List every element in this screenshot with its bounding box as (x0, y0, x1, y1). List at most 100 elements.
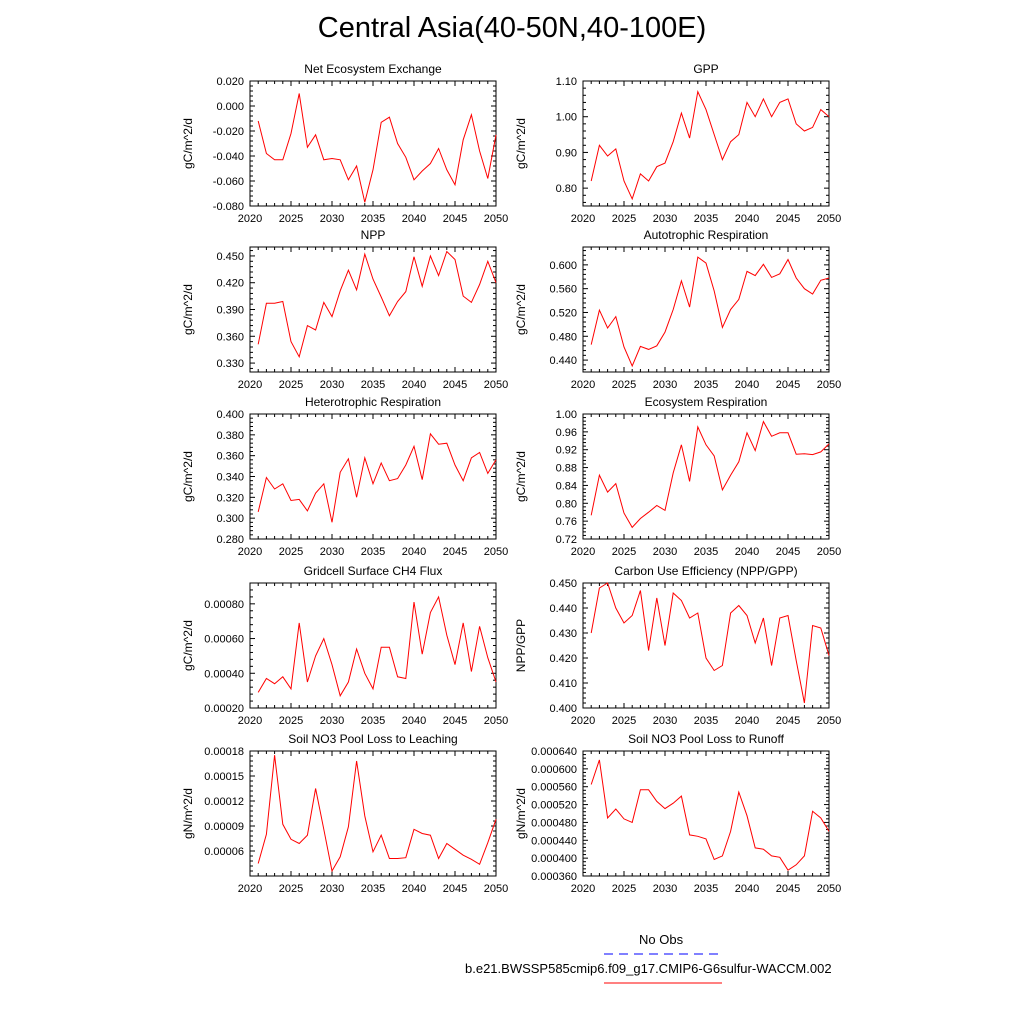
y-tick-label: 0.450 (549, 578, 577, 590)
y-tick-label: 0.76 (556, 516, 577, 528)
x-tick-label: 2050 (817, 213, 841, 225)
panel-8: Soil NO3 Pool Loss to Leaching gN/m^2/d 20… (181, 732, 508, 895)
x-tick-label: 2030 (653, 883, 677, 895)
y-axis-label: NPP/GPP (514, 619, 528, 672)
y-tick-label: 0.00018 (204, 746, 244, 758)
series-line (257, 755, 497, 873)
legend-obs-label: No Obs (639, 932, 684, 947)
y-axis-label: gC/m^2/d (181, 451, 195, 502)
y-tick-label: 0.450 (216, 251, 244, 263)
y-tick-label: 0.00040 (204, 668, 244, 680)
x-tick-label: 2025 (279, 546, 303, 558)
panel-2: NPP gC/m^2/d 2020 2025 2030 2035 2040 2045 2050 0… (181, 228, 508, 391)
y-tick-label: 0.000 (216, 101, 244, 113)
y-axis-label: gN/m^2/d (514, 788, 528, 839)
y-axis-label: gC/m^2/d (181, 118, 195, 169)
x-tick-label: 2020 (238, 213, 262, 225)
x-tick-label: 2035 (694, 379, 718, 391)
y-tick-label: 0.560 (549, 284, 577, 296)
y-tick-label: 0.020 (216, 76, 244, 88)
y-tick-label: 0.440 (549, 355, 577, 367)
panel-title: Net Ecosystem Exchange (304, 62, 442, 76)
y-tick-label: 0.000400 (531, 853, 577, 865)
x-tick-label: 2035 (694, 883, 718, 895)
x-tick-label: 2030 (320, 715, 344, 727)
x-tick-label: 2020 (238, 883, 262, 895)
x-tick-label: 2020 (571, 546, 595, 558)
y-tick-label: 0.00080 (204, 599, 244, 611)
series-line (590, 420, 830, 529)
series-line (257, 595, 497, 698)
y-tick-label: 0.000600 (531, 764, 577, 776)
y-tick-label: 0.00009 (204, 821, 244, 833)
x-tick-label: 2050 (817, 715, 841, 727)
panel-9: Soil NO3 Pool Loss to Runoff gN/m^2/d 2020… (514, 732, 841, 895)
x-tick-label: 2035 (361, 379, 385, 391)
y-axis-label: gC/m^2/d (514, 284, 528, 335)
x-tick-label: 2045 (776, 715, 800, 727)
panel-1: GPP gC/m^2/d 2020 2025 2030 2035 2040 2045 2050 0… (514, 62, 841, 225)
legend-model-label: b.e21.BWSSP585cmip6.f09_g17.CMIP6-G6sulf… (465, 961, 832, 976)
x-tick-label: 2050 (484, 546, 508, 558)
plot-frame (249, 413, 497, 540)
y-tick-label: 0.000520 (531, 800, 577, 812)
x-tick-label: 2045 (443, 883, 467, 895)
x-tick-label: 2050 (817, 883, 841, 895)
x-tick-label: 2025 (279, 379, 303, 391)
panel-title: Soil NO3 Pool Loss to Leaching (288, 732, 457, 746)
y-tick-label: 0.280 (216, 534, 244, 546)
x-tick-label: 2040 (735, 715, 759, 727)
x-tick-label: 2035 (694, 546, 718, 558)
x-tick-label: 2045 (443, 213, 467, 225)
y-axis-label: gC/m^2/d (181, 620, 195, 671)
y-tick-label: -0.060 (213, 176, 244, 188)
x-tick-label: 2045 (443, 715, 467, 727)
y-tick-label: 0.84 (556, 480, 577, 492)
panel-title: Autotrophic Respiration (644, 228, 769, 242)
y-tick-label: 0.000640 (531, 746, 577, 758)
x-tick-label: 2040 (402, 546, 426, 558)
series-line (590, 759, 830, 871)
x-tick-label: 2045 (776, 379, 800, 391)
series-line (590, 256, 830, 368)
y-tick-label: 0.000360 (531, 871, 577, 883)
panel-title: Carbon Use Efficiency (NPP/GPP) (614, 564, 797, 578)
y-tick-label: 0.00020 (204, 703, 244, 715)
panel-title: Gridcell Surface CH4 Flux (304, 564, 443, 578)
y-tick-label: 0.600 (549, 260, 577, 272)
panel-5: Ecosystem Respiration gC/m^2/d 2020 2025 203… (514, 395, 841, 558)
panel-4: Heterotrophic Respiration gC/m^2/d 2020 202… (181, 395, 508, 558)
x-tick-label: 2035 (361, 546, 385, 558)
x-tick-label: 2035 (361, 213, 385, 225)
plot-frame (582, 582, 830, 709)
series-line (590, 90, 830, 201)
x-tick-label: 2025 (279, 715, 303, 727)
y-tick-label: 0.390 (216, 305, 244, 317)
x-tick-label: 2025 (279, 213, 303, 225)
x-tick-label: 2040 (402, 213, 426, 225)
x-tick-label: 2030 (320, 379, 344, 391)
x-tick-label: 2030 (320, 546, 344, 558)
x-tick-label: 2020 (571, 213, 595, 225)
x-tick-label: 2050 (817, 379, 841, 391)
y-tick-label: 0.400 (549, 703, 577, 715)
x-tick-label: 2025 (612, 546, 636, 558)
y-tick-label: -0.080 (213, 201, 244, 213)
x-tick-label: 2040 (735, 883, 759, 895)
y-tick-label: 0.000440 (531, 835, 577, 847)
y-tick-label: 0.410 (549, 678, 577, 690)
plot-frame (249, 246, 497, 373)
y-tick-label: -0.040 (213, 151, 244, 163)
y-axis-label: gC/m^2/d (514, 118, 528, 169)
panel-title: Heterotrophic Respiration (305, 395, 441, 409)
x-tick-label: 2025 (612, 213, 636, 225)
figure-title: Central Asia(40-50N,40-100E) (317, 12, 707, 44)
x-tick-label: 2040 (735, 546, 759, 558)
x-tick-label: 2045 (443, 546, 467, 558)
panel-3: Autotrophic Respiration gC/m^2/d 2020 2025 2… (514, 228, 841, 391)
panel-title: Soil NO3 Pool Loss to Runoff (628, 732, 785, 746)
y-tick-label: 0.360 (216, 331, 244, 343)
x-tick-label: 2030 (653, 379, 677, 391)
x-tick-label: 2020 (238, 715, 262, 727)
y-axis-label: gC/m^2/d (514, 451, 528, 502)
